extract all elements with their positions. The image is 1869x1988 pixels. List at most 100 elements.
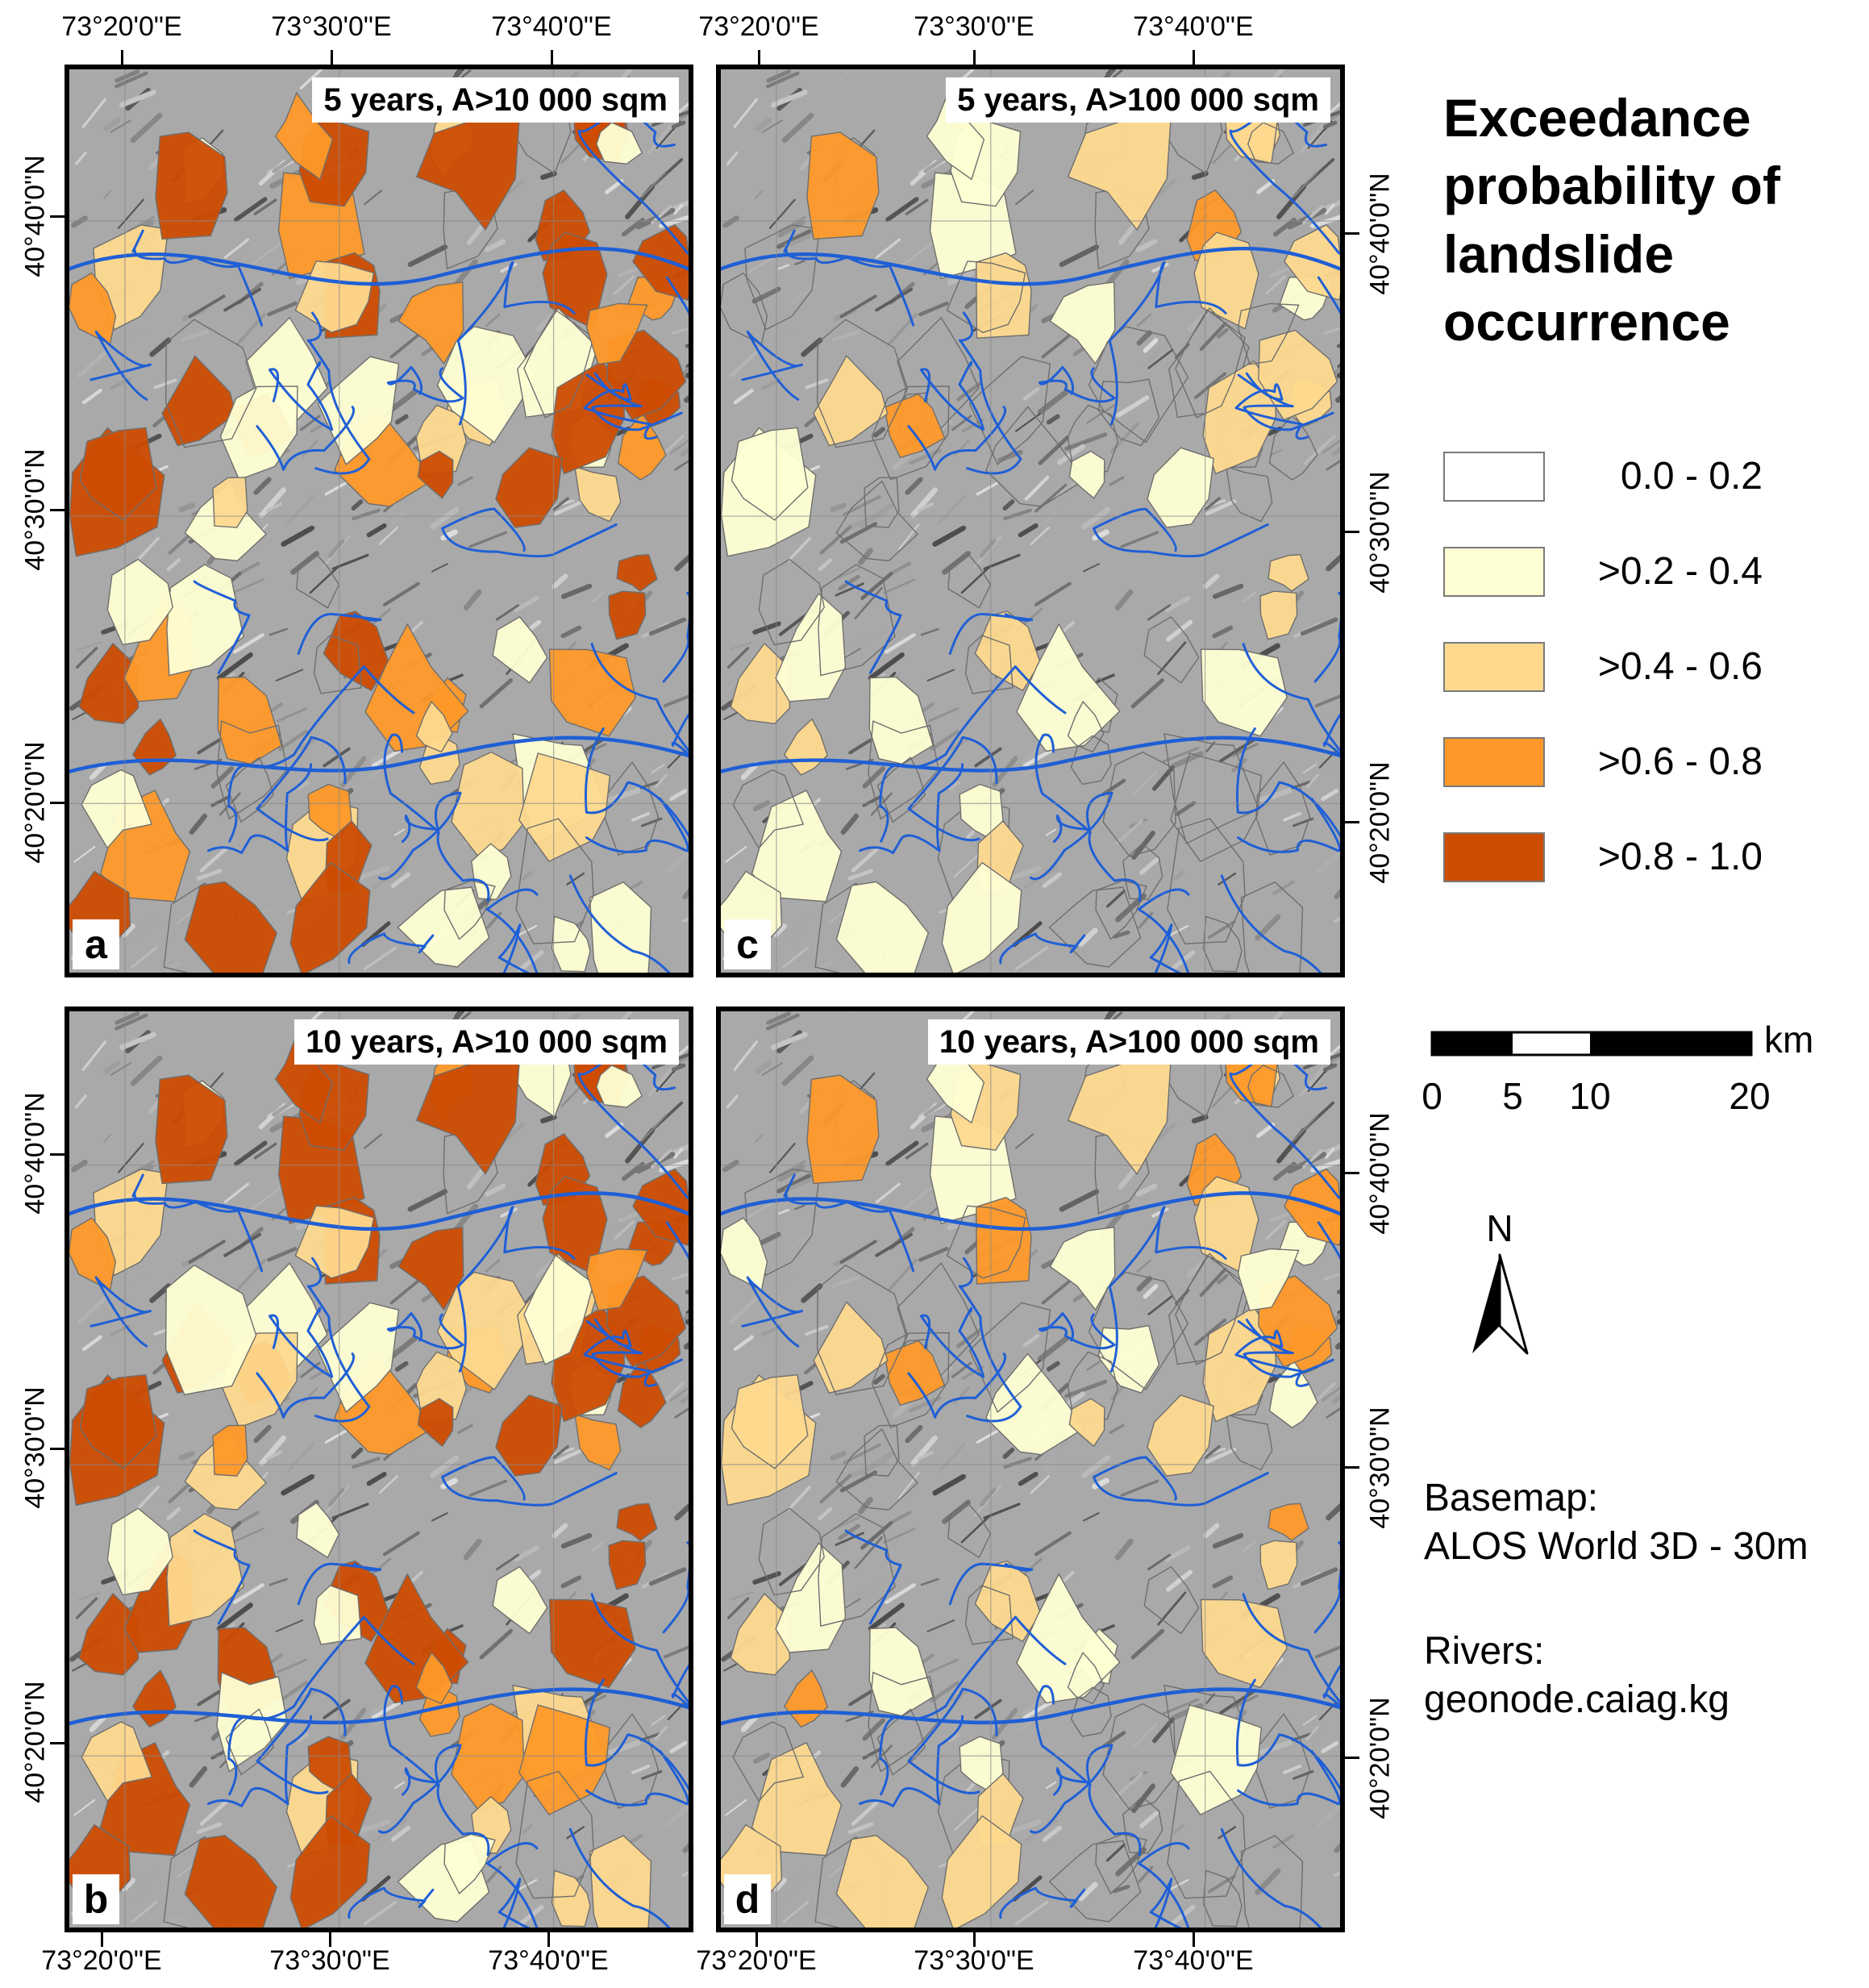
legend-title: Exceedance probability of landslide occu… [1443, 88, 1780, 352]
tick-mark [50, 802, 65, 804]
catchment-polygons [69, 87, 689, 973]
north-arrow: N [1467, 1210, 1532, 1371]
scale-label: 0 [1422, 1075, 1442, 1117]
tick-mark [50, 509, 65, 511]
graticule [721, 1011, 1340, 1928]
panel-d-title: 10 years, A>100 000 sqm [927, 1019, 1330, 1065]
graticule [69, 69, 689, 973]
tick-mark [50, 1448, 65, 1450]
panel-b-title: 10 years, A>10 000 sqm [294, 1019, 679, 1065]
lon-label-bottom-right-2: 73°30'0"E [914, 1945, 1034, 1976]
tick-mark [331, 50, 333, 65]
lat-label-left-b-3: 40°20'0"N [19, 1681, 51, 1803]
lon-label-bottom-left-3: 73°40'0"E [488, 1945, 609, 1976]
tick-mark [50, 215, 65, 218]
map-b-canvas [69, 1011, 689, 1928]
lon-label-bottom-left-1: 73°20'0"E [41, 1945, 162, 1976]
scale-unit: km [1764, 1019, 1814, 1061]
map-d-canvas [721, 1011, 1340, 1928]
tick-mark [1193, 1932, 1195, 1947]
lat-label-right-d-2: 40°30'0"N [1364, 1407, 1396, 1529]
legend-swatch [1443, 832, 1545, 882]
lat-label-left-a-3: 40°20'0"N [19, 741, 51, 864]
river-network [721, 1041, 1340, 1928]
river-network [69, 99, 689, 973]
map-panel-a: 5 years, A>10 000 sqm a [65, 65, 693, 977]
lat-label-right-d-1: 40°40'0"N [1364, 1112, 1396, 1235]
map-panel-d: 10 years, A>100 000 sqm d [716, 1007, 1345, 1932]
legend-label: >0.4 - 0.6 [1597, 645, 1763, 688]
tick-mark [329, 1932, 331, 1947]
tick-mark [1345, 1757, 1359, 1759]
basemap-source: ALOS World 3D - 30m [1424, 1525, 1809, 1568]
panel-c-title: 5 years, A>100 000 sqm [946, 77, 1330, 123]
panel-c-letter: c [724, 919, 771, 969]
scale-label: 10 [1569, 1075, 1611, 1117]
panel-b-letter: b [73, 1874, 119, 1924]
legend-label: >0.2 - 0.4 [1597, 550, 1763, 593]
lat-label-left-b-2: 40°30'0"N [19, 1386, 51, 1509]
tick-mark [758, 50, 760, 65]
rivers-credit: Rivers: geonode.caiag.kg [1424, 1627, 1730, 1724]
scale-bar: km 0 5 10 20 [1422, 1019, 1813, 1137]
tick-mark [1345, 232, 1359, 235]
river-network [69, 1041, 689, 1928]
panel-a-letter: a [73, 919, 119, 969]
map-panel-c: 5 years, A>100 000 sqm c [716, 65, 1345, 977]
map-c-canvas [721, 69, 1340, 973]
map-a-canvas [69, 69, 689, 973]
legend-label: >0.8 - 1.0 [1597, 836, 1763, 878]
catchment-polygons [721, 1029, 1340, 1928]
basemap-credit: Basemap: ALOS World 3D - 30m [1424, 1474, 1809, 1571]
panel-d-letter: d [724, 1874, 771, 1924]
tick-mark [1193, 50, 1195, 65]
lon-label-top-right-2: 73°30'0"E [914, 11, 1034, 42]
river-network [721, 99, 1340, 973]
rivers-source: geonode.caiag.kg [1424, 1678, 1730, 1721]
tick-mark [1345, 1172, 1359, 1174]
graticule [721, 69, 1340, 973]
lat-label-left-b-1: 40°40'0"N [19, 1092, 51, 1215]
legend-label: >0.6 - 0.8 [1597, 740, 1763, 783]
lon-label-top-right-1: 73°20'0"E [698, 11, 819, 42]
lon-label-bottom-right-1: 73°20'0"E [696, 1945, 817, 1976]
tick-mark [121, 50, 123, 65]
legend-swatch [1443, 642, 1545, 692]
tick-mark [50, 1742, 65, 1744]
lon-label-top-left-1: 73°20'0"E [61, 11, 182, 42]
lon-label-bottom-left-2: 73°30'0"E [269, 1945, 390, 1976]
tick-mark [1345, 531, 1359, 533]
legend-label: 0.0 - 0.2 [1620, 455, 1763, 498]
lat-label-right-d-3: 40°20'0"N [1364, 1697, 1396, 1819]
tick-mark [551, 50, 553, 65]
tick-mark [547, 1932, 550, 1947]
lon-label-bottom-right-3: 73°40'0"E [1133, 1945, 1254, 1976]
legend-swatch [1443, 547, 1545, 597]
lat-label-right-c-3: 40°20'0"N [1364, 761, 1396, 884]
lat-label-left-a-2: 40°30'0"N [19, 448, 51, 571]
map-panel-b: 10 years, A>10 000 sqm b [65, 1007, 693, 1932]
north-label: N [1486, 1207, 1513, 1249]
panel-a-title: 5 years, A>10 000 sqm [312, 77, 679, 123]
tick-mark [101, 1932, 103, 1947]
rivers-heading: Rivers: [1424, 1630, 1545, 1673]
scale-bar-graphic [1430, 1031, 1753, 1057]
lon-label-top-right-3: 73°40'0"E [1133, 11, 1254, 42]
legend-swatch [1443, 737, 1545, 787]
basemap-heading: Basemap: [1424, 1477, 1599, 1519]
scale-label: 5 [1502, 1075, 1523, 1117]
tick-mark [756, 1932, 758, 1947]
scale-label: 20 [1729, 1075, 1771, 1117]
lon-label-top-left-2: 73°30'0"E [271, 11, 392, 42]
north-arrow-icon [1472, 1253, 1529, 1355]
tick-mark [1345, 821, 1359, 823]
lat-label-left-a-1: 40°40'0"N [19, 155, 51, 277]
tick-mark [973, 1932, 976, 1947]
lat-label-right-c-2: 40°30'0"N [1364, 471, 1396, 594]
tick-mark [973, 50, 976, 65]
lat-label-right-c-1: 40°40'0"N [1364, 173, 1396, 295]
tick-mark [50, 1153, 65, 1156]
graticule [69, 1011, 689, 1928]
lon-label-top-left-3: 73°40'0"E [491, 11, 612, 42]
tick-mark [1345, 1466, 1359, 1469]
